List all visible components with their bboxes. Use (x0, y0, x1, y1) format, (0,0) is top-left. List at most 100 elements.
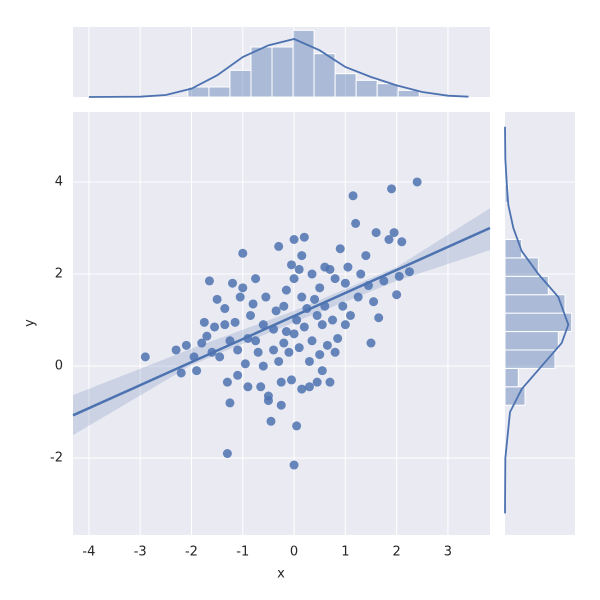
point (299, 322, 309, 332)
point (222, 449, 232, 459)
point (269, 345, 279, 355)
point (312, 377, 322, 387)
point (317, 320, 327, 330)
point (233, 345, 243, 355)
point (248, 299, 258, 309)
point (176, 368, 186, 378)
point (330, 347, 340, 357)
regression-line (72, 226, 491, 417)
point (317, 366, 327, 376)
point (220, 320, 230, 330)
point (315, 350, 325, 360)
point (379, 276, 389, 286)
point (284, 347, 294, 357)
point (238, 283, 248, 293)
point (353, 292, 363, 302)
point (258, 320, 268, 330)
x-tick-label: -3 (134, 545, 147, 560)
hist-bar (313, 53, 336, 98)
point (328, 315, 338, 325)
point (330, 274, 340, 284)
point (274, 241, 284, 251)
hist-bar (504, 294, 566, 314)
point (281, 285, 291, 295)
point (235, 292, 245, 302)
point (230, 317, 240, 327)
point (297, 384, 307, 394)
point (197, 338, 207, 348)
hist-bar (504, 312, 573, 333)
point (366, 338, 376, 348)
point (289, 274, 299, 284)
hist-bar (229, 69, 252, 98)
point (397, 237, 407, 247)
point (263, 396, 273, 406)
point (251, 274, 261, 284)
point (222, 377, 232, 387)
point (294, 343, 304, 353)
point (340, 278, 350, 288)
point (279, 338, 289, 348)
point (287, 260, 297, 270)
point (210, 322, 220, 332)
point (310, 294, 320, 304)
point (258, 361, 268, 371)
x-tick-label: -2 (185, 545, 198, 560)
point (199, 317, 209, 327)
point (371, 228, 381, 238)
point (287, 375, 297, 385)
point (289, 234, 299, 244)
point (253, 347, 263, 357)
kde-curve (504, 126, 570, 514)
hist-bar (397, 89, 420, 98)
top-marginal-background (73, 27, 490, 97)
point (276, 400, 286, 410)
point (261, 292, 271, 302)
point (387, 184, 397, 194)
point (307, 336, 317, 346)
right-marginal-background (505, 112, 575, 535)
point (266, 416, 276, 426)
point (389, 228, 399, 238)
point (140, 352, 150, 362)
x-tick-label: 1 (341, 545, 349, 560)
point (340, 320, 350, 330)
point (348, 191, 358, 201)
hist-bar (208, 86, 231, 98)
point (345, 310, 355, 320)
y-tick-label: 2 (55, 267, 63, 282)
x-tick-label: 0 (290, 545, 298, 560)
point (233, 370, 243, 380)
point (297, 292, 307, 302)
hist-bar (334, 73, 357, 98)
point (215, 352, 225, 362)
point (228, 278, 238, 288)
hist-bar (271, 46, 294, 98)
y-tick-label: -2 (50, 451, 63, 466)
hist-bar (504, 331, 559, 351)
point (404, 267, 414, 277)
point (289, 460, 299, 470)
point (333, 333, 343, 343)
point (171, 345, 181, 355)
point (220, 304, 230, 314)
point (245, 310, 255, 320)
point (312, 310, 322, 320)
point (338, 301, 348, 311)
point (394, 271, 404, 281)
x-tick-label: -4 (82, 545, 95, 560)
point (292, 315, 302, 325)
x-tick-label: 2 (393, 545, 401, 560)
point (294, 264, 304, 274)
point (192, 366, 202, 376)
kde-curve (88, 38, 469, 98)
point (392, 290, 402, 300)
point (351, 218, 361, 228)
point (204, 276, 214, 286)
point (322, 340, 332, 350)
point (279, 301, 289, 311)
point (384, 234, 394, 244)
hist-bar (504, 367, 519, 388)
point (374, 313, 384, 323)
